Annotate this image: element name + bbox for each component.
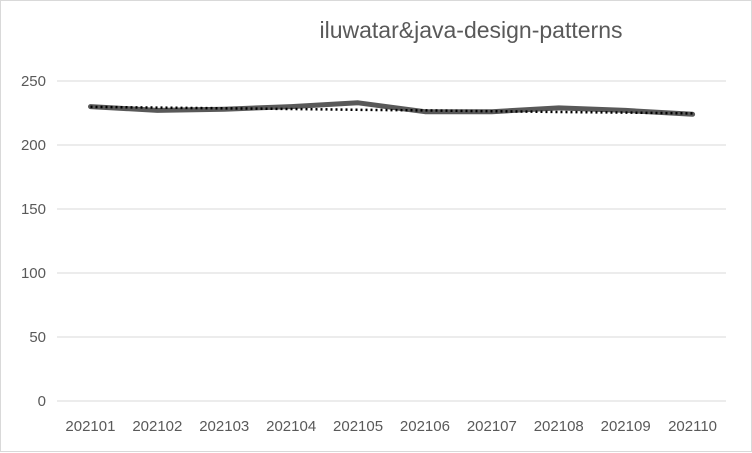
chart-title: iluwatar&java-design-patterns — [319, 17, 623, 43]
y-tick-label: 200 — [21, 137, 46, 154]
x-tick-label: 202102 — [132, 418, 182, 435]
y-tick-label: 50 — [29, 329, 46, 346]
x-tick-label: 202101 — [65, 418, 115, 435]
y-tick-label: 150 — [21, 201, 46, 218]
x-tick-label: 202107 — [467, 418, 517, 435]
x-tick-label: 202110 — [668, 418, 717, 435]
y-tick-label: 250 — [21, 73, 46, 90]
x-tick-label: 202104 — [266, 418, 316, 435]
y-tick-label: 100 — [21, 265, 46, 282]
x-tick-label: 202109 — [601, 418, 651, 435]
x-tick-label: 202108 — [534, 418, 584, 435]
x-tick-label: 202103 — [199, 418, 249, 435]
x-tick-label: 202105 — [333, 418, 383, 435]
series-line — [88, 100, 696, 117]
y-tick-label: 0 — [38, 393, 46, 410]
trendline — [90, 105, 693, 115]
x-tick-label: 202106 — [400, 418, 450, 435]
